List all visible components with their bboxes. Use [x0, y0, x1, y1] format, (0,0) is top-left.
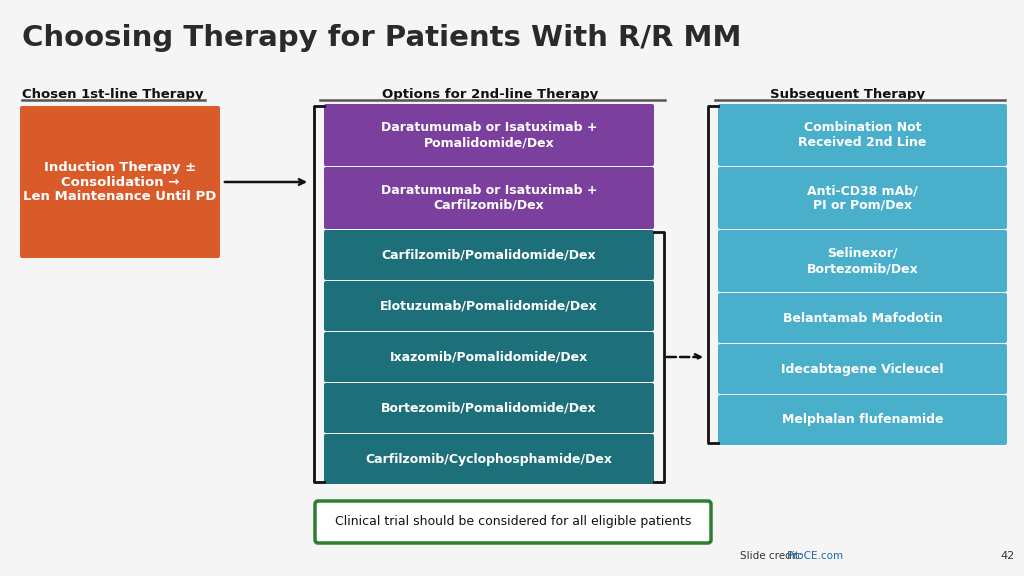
FancyBboxPatch shape [718, 344, 1007, 394]
Text: Options for 2nd-line Therapy: Options for 2nd-line Therapy [382, 88, 598, 101]
Text: Daratumumab or Isatuximab +
Carfilzomib/Dex: Daratumumab or Isatuximab + Carfilzomib/… [381, 184, 597, 212]
FancyBboxPatch shape [324, 434, 654, 484]
Text: Choosing Therapy for Patients With R/R MM: Choosing Therapy for Patients With R/R M… [22, 24, 741, 52]
FancyBboxPatch shape [20, 106, 220, 258]
FancyBboxPatch shape [324, 230, 654, 280]
Text: Slide credit:: Slide credit: [740, 551, 806, 561]
FancyBboxPatch shape [718, 167, 1007, 229]
Text: Daratumumab or Isatuximab +
Pomalidomide/Dex: Daratumumab or Isatuximab + Pomalidomide… [381, 121, 597, 149]
Text: Melphalan flufenamide: Melphalan flufenamide [781, 414, 943, 426]
FancyBboxPatch shape [718, 230, 1007, 292]
Text: Combination Not
Received 2nd Line: Combination Not Received 2nd Line [799, 121, 927, 149]
Text: Selinexor/
Bortezomib/Dex: Selinexor/ Bortezomib/Dex [807, 247, 919, 275]
Text: Chosen 1st-line Therapy: Chosen 1st-line Therapy [22, 88, 204, 101]
FancyBboxPatch shape [718, 104, 1007, 166]
FancyBboxPatch shape [324, 383, 654, 433]
Text: Carfilzomib/Pomalidomide/Dex: Carfilzomib/Pomalidomide/Dex [382, 248, 596, 262]
Text: Carfilzomib/Cyclophosphamide/Dex: Carfilzomib/Cyclophosphamide/Dex [366, 453, 612, 465]
FancyBboxPatch shape [324, 167, 654, 229]
FancyBboxPatch shape [718, 293, 1007, 343]
FancyBboxPatch shape [324, 332, 654, 382]
FancyBboxPatch shape [324, 281, 654, 331]
Text: Anti-CD38 mAb/
PI or Pom/Dex: Anti-CD38 mAb/ PI or Pom/Dex [807, 184, 918, 212]
Text: 42: 42 [1000, 551, 1014, 561]
Text: Idecabtagene Vicleucel: Idecabtagene Vicleucel [781, 362, 944, 376]
Text: Clinical trial should be considered for all eligible patients: Clinical trial should be considered for … [335, 516, 691, 529]
Text: Ixazomib/Pomalidomide/Dex: Ixazomib/Pomalidomide/Dex [390, 351, 588, 363]
Text: Induction Therapy ±
Consolidation →
Len Maintenance Until PD: Induction Therapy ± Consolidation → Len … [24, 161, 217, 203]
FancyBboxPatch shape [718, 395, 1007, 445]
Text: Bortezomib/Pomalidomide/Dex: Bortezomib/Pomalidomide/Dex [381, 401, 597, 415]
Text: Elotuzumab/Pomalidomide/Dex: Elotuzumab/Pomalidomide/Dex [380, 300, 598, 313]
FancyBboxPatch shape [324, 104, 654, 166]
FancyBboxPatch shape [315, 501, 711, 543]
Text: ProCE.com: ProCE.com [787, 551, 843, 561]
Text: Belantamab Mafodotin: Belantamab Mafodotin [782, 312, 942, 324]
Text: Subsequent Therapy: Subsequent Therapy [770, 88, 926, 101]
